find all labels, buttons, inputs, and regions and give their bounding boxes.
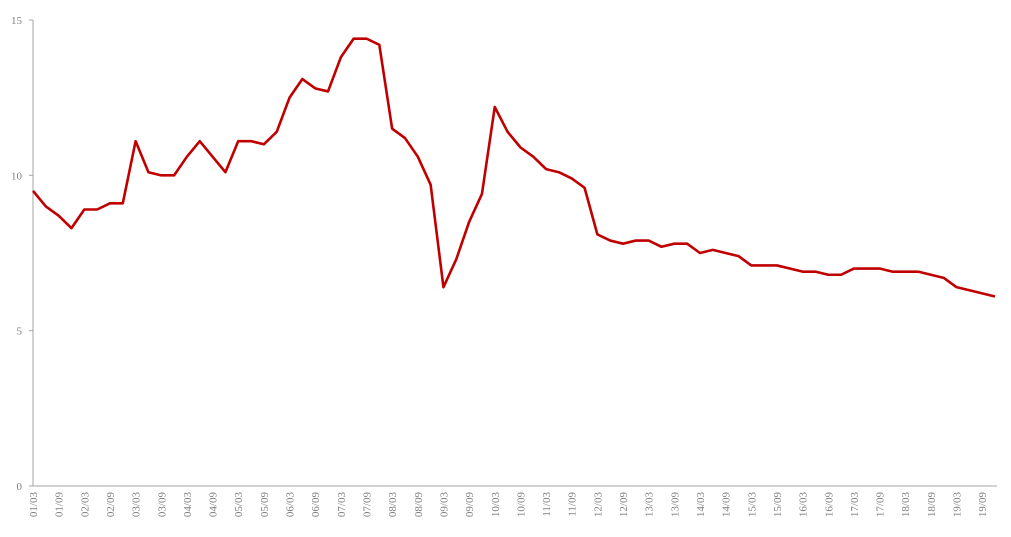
x-tick-label: 03/03 — [131, 492, 143, 518]
x-tick-label: 06/09 — [310, 492, 322, 518]
x-tick-label: 12/09 — [618, 492, 630, 518]
x-tick-label: 18/03 — [900, 492, 912, 518]
x-tick-label: 13/03 — [644, 492, 656, 518]
x-tick-label: 07/09 — [361, 492, 373, 518]
x-tick-label: 06/03 — [285, 492, 297, 518]
x-tick-label: 05/03 — [233, 492, 245, 518]
x-tick-label: 16/03 — [798, 492, 810, 518]
x-tick-label: 19/03 — [952, 492, 964, 518]
x-tick-label: 04/09 — [208, 492, 220, 518]
y-tick-label: 0 — [17, 481, 23, 493]
x-tick-label: 10/03 — [490, 492, 502, 518]
y-tick-label: 5 — [17, 326, 23, 338]
x-tick-label: 09/09 — [464, 492, 476, 518]
x-tick-label: 08/09 — [413, 492, 425, 518]
x-tick-label: 01/09 — [54, 492, 66, 518]
x-tick-label: 08/03 — [387, 492, 399, 518]
data-line — [31, 37, 996, 298]
x-tick-label: 05/09 — [259, 492, 271, 518]
x-tick-label: 15/03 — [746, 492, 758, 518]
x-tick-label: 18/09 — [926, 492, 938, 518]
x-tick-label: 11/09 — [567, 492, 579, 517]
y-tick-label: 15 — [11, 15, 23, 27]
x-tick-label: 19/09 — [977, 492, 989, 518]
x-tick-label: 07/03 — [336, 492, 348, 518]
y-tick-label: 10 — [11, 170, 23, 182]
x-tick-label: 11/03 — [541, 492, 553, 517]
x-tick-label: 16/09 — [823, 492, 835, 518]
x-tick-label: 02/09 — [105, 492, 117, 518]
x-tick-label: 12/03 — [592, 492, 604, 518]
x-tick-label: 17/09 — [875, 492, 887, 518]
x-tick-label: 14/03 — [695, 492, 707, 518]
x-tick-label: 15/09 — [772, 492, 784, 518]
x-tick-label: 09/03 — [438, 492, 450, 518]
x-tick-label: 17/03 — [849, 492, 861, 518]
x-tick-label: 02/03 — [79, 492, 91, 518]
x-tick-label: 03/09 — [156, 492, 168, 518]
x-tick-label: 14/09 — [721, 492, 733, 518]
x-tick-label: 10/09 — [515, 492, 527, 518]
x-tick-label: 13/09 — [669, 492, 681, 518]
x-tick-label: 04/03 — [182, 492, 194, 518]
x-tick-label: 01/03 — [28, 492, 40, 518]
